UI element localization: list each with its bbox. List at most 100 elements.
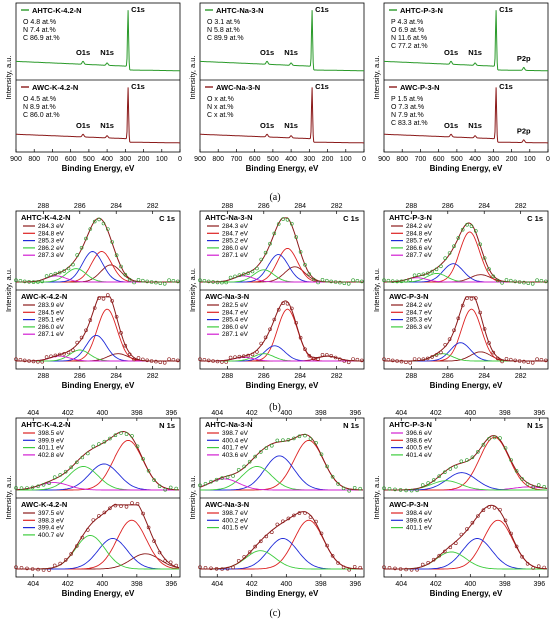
data-point [269, 530, 274, 535]
sample-label: AHTC-Na-3-N [205, 213, 253, 222]
data-point [465, 222, 469, 227]
data-point [53, 271, 58, 276]
peak-label: N1s [284, 48, 298, 57]
fit-component [16, 349, 179, 362]
data-point [437, 474, 442, 479]
legend-entry: 286.3 eV [406, 324, 433, 331]
x-tick-label-top: 404 [211, 410, 223, 417]
legend-entry: 287.3 eV [38, 252, 65, 259]
data-point [303, 433, 307, 438]
data-point [57, 352, 62, 357]
sample-label: AHTC-K-4.2-N [21, 213, 71, 222]
data-point [206, 279, 211, 284]
data-point [404, 360, 408, 365]
data-point [36, 484, 40, 489]
data-point [294, 235, 299, 239]
data-point [49, 273, 53, 277]
data-point [57, 270, 62, 275]
data-point [492, 505, 497, 510]
data-point [453, 464, 458, 469]
legend-label: AWC-K-4.2-N [32, 83, 78, 92]
composition-line: C 86.0 at.% [23, 112, 60, 119]
data-point [211, 280, 215, 284]
sample-label: AHTC-Na-3-N [205, 420, 253, 429]
legend-entry: 396.6 eV [406, 430, 433, 437]
data-point [311, 356, 316, 361]
data-point [482, 327, 487, 331]
x-tick-label: 404 [27, 581, 39, 588]
composition-line: P 1.5 at.% [391, 96, 423, 103]
data-point [97, 514, 101, 518]
data-point [113, 433, 118, 438]
data-point [539, 278, 544, 283]
data-point [97, 442, 101, 446]
legend-entry: 402.8 eV [38, 452, 65, 459]
x-tick-label-top: 398 [131, 410, 143, 417]
data-point [102, 439, 107, 444]
data-point [27, 279, 31, 284]
data-point [443, 256, 448, 261]
data-point [543, 358, 548, 363]
data-point [281, 438, 285, 443]
x-tick-label-top: 282 [515, 203, 527, 210]
data-point [492, 435, 497, 440]
data-point [417, 357, 421, 362]
data-point [154, 280, 158, 285]
legend-entry: 287.1 eV [222, 331, 249, 338]
legend-entry: 400.2 eV [222, 517, 249, 524]
data-point [417, 272, 421, 277]
data-point [421, 357, 426, 362]
survey-spectrum [16, 87, 180, 144]
data-point [286, 516, 291, 521]
data-point [324, 278, 329, 283]
data-point [132, 280, 136, 285]
data-point [114, 253, 119, 257]
fit-envelope [16, 296, 179, 362]
data-point [456, 316, 461, 321]
data-point [247, 550, 252, 554]
legend-entry: 284.3 eV [222, 223, 249, 230]
data-point [119, 504, 123, 508]
legend-entry: 284.2 eV [406, 223, 433, 230]
data-point [294, 320, 299, 325]
data-point [341, 565, 346, 570]
sample-label: AWC-K-4.2-N [21, 500, 67, 509]
data-point [491, 274, 496, 279]
data-point [539, 357, 544, 362]
data-point [319, 531, 324, 536]
y-axis-label: Intensity, a.u. [4, 55, 13, 99]
legend-entry: 401.4 eV [406, 452, 433, 459]
x-tick-label: 396 [534, 581, 546, 588]
data-point [320, 277, 325, 282]
data-point [209, 479, 213, 484]
data-point [517, 359, 522, 363]
data-point [75, 544, 79, 548]
subpanel-top: AHTC-K-4.2-N O 4.8 at.%N 7.4 at.%C 86.9 a… [16, 5, 180, 72]
data-point [79, 246, 84, 250]
x-axis-label: Binding Energy, eV [62, 589, 135, 598]
sample-label: AWC-P-3-N [389, 500, 429, 509]
panel-frame [15, 2, 181, 153]
peak-label: C1s [499, 82, 513, 91]
data-point [276, 222, 281, 226]
fit-component [16, 465, 179, 491]
data-point [203, 565, 208, 570]
data-point [241, 354, 246, 359]
data-point [41, 482, 46, 487]
data-point [52, 475, 57, 480]
panel-a3: 900 800 700 600 500 400 300 200 100 0 Binding Ener… [372, 2, 550, 173]
legend-entry: 397.5 eV [38, 510, 65, 517]
x-tick-label: 500 [83, 156, 95, 163]
x-tick-label-top: 404 [395, 410, 407, 417]
data-point [387, 486, 392, 491]
x-tick-label: 400 [285, 156, 297, 163]
composition-line: O 7.3 at.% [391, 104, 424, 111]
x-tick-label: 396 [350, 581, 362, 588]
data-point [491, 350, 496, 355]
data-point [498, 436, 502, 440]
composition-line: O 4.8 at.% [23, 19, 56, 26]
legend-entry: 284.5 eV [38, 309, 65, 316]
